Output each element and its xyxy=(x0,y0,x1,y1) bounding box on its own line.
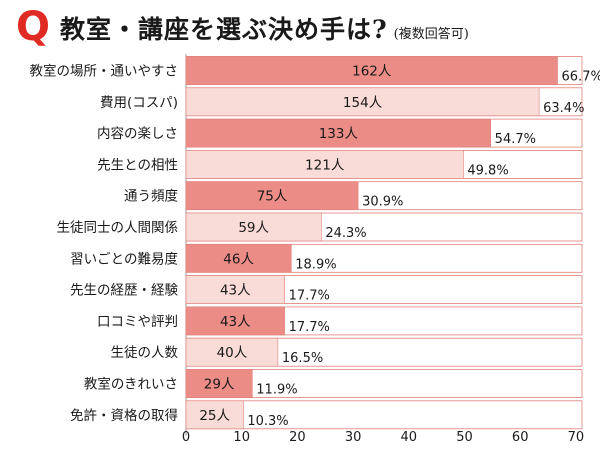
category-label: 内容の楽しさ xyxy=(97,125,178,142)
q-mark: Q xyxy=(16,4,51,50)
category-label: 口コミや評判 xyxy=(97,314,178,330)
category-label: 教室のきれいさ xyxy=(84,376,178,393)
category-label: 生徒同士の人間関係 xyxy=(57,220,179,236)
bar xyxy=(185,87,540,117)
bar xyxy=(185,212,322,242)
percent-label: 63.4% xyxy=(543,101,584,116)
category-label: 通う頻度 xyxy=(124,189,178,205)
count-label: 75人 xyxy=(257,189,288,205)
x-tick-label: 70 xyxy=(568,430,585,445)
count-label: 40人 xyxy=(217,345,248,361)
category-label: 生徒の人数 xyxy=(111,345,179,361)
count-label: 46人 xyxy=(223,251,254,267)
bar xyxy=(185,56,558,85)
category-label: 先生との相性 xyxy=(97,157,178,173)
percent-label: 11.9% xyxy=(256,383,297,398)
percent-label: 17.7% xyxy=(289,320,330,335)
bar xyxy=(185,369,253,398)
bar xyxy=(185,275,285,304)
bar xyxy=(185,400,244,430)
x-tick-label: 0 xyxy=(182,430,190,445)
count-label: 133人 xyxy=(319,126,359,142)
bar xyxy=(185,306,285,336)
x-tick-label: 50 xyxy=(456,430,473,445)
bar xyxy=(185,150,464,179)
bar xyxy=(185,118,491,148)
x-tick-label: 20 xyxy=(289,430,306,445)
x-tick-label: 40 xyxy=(401,430,418,445)
count-label: 25人 xyxy=(199,408,230,424)
count-label: 43人 xyxy=(220,314,251,330)
bar xyxy=(185,337,279,367)
count-label: 29人 xyxy=(204,377,235,393)
percent-label: 49.8% xyxy=(467,163,508,178)
count-label: 121人 xyxy=(305,157,345,173)
chart-subtitle: (複数回答可) xyxy=(393,26,469,42)
count-label: 154人 xyxy=(343,95,383,111)
percent-label: 16.5% xyxy=(282,351,323,366)
x-tick-label: 60 xyxy=(512,430,529,445)
percent-label: 17.7% xyxy=(289,289,330,304)
bar xyxy=(185,181,359,210)
category-label: 費用(コスパ) xyxy=(100,95,178,111)
category-label: 先生の経歴・経験 xyxy=(70,283,178,299)
chart-title-row: Q 教室・講座を選ぶ決め手は? (複数回答可) xyxy=(16,6,469,50)
x-tick-label: 30 xyxy=(345,430,362,445)
count-label: 43人 xyxy=(220,283,251,299)
row-frame xyxy=(185,400,583,430)
percent-label: 24.3% xyxy=(325,226,366,241)
percent-label: 54.7% xyxy=(495,132,536,147)
bar xyxy=(185,244,292,273)
category-label: 教室の場所・通いやすさ xyxy=(30,63,179,80)
count-label: 59人 xyxy=(238,220,269,236)
category-label: 習いごとの難易度 xyxy=(70,251,178,267)
chart-title: 教室・講座を選ぶ決め手は? xyxy=(60,15,388,44)
percent-label: 10.3% xyxy=(247,414,288,429)
percent-label: 30.9% xyxy=(362,195,403,210)
x-tick-label: 10 xyxy=(233,430,250,445)
count-label: 162人 xyxy=(352,64,392,80)
percent-label: 66.7% xyxy=(562,70,600,85)
percent-label: 18.9% xyxy=(295,257,336,272)
category-label: 免許・資格の取得 xyxy=(70,407,178,424)
